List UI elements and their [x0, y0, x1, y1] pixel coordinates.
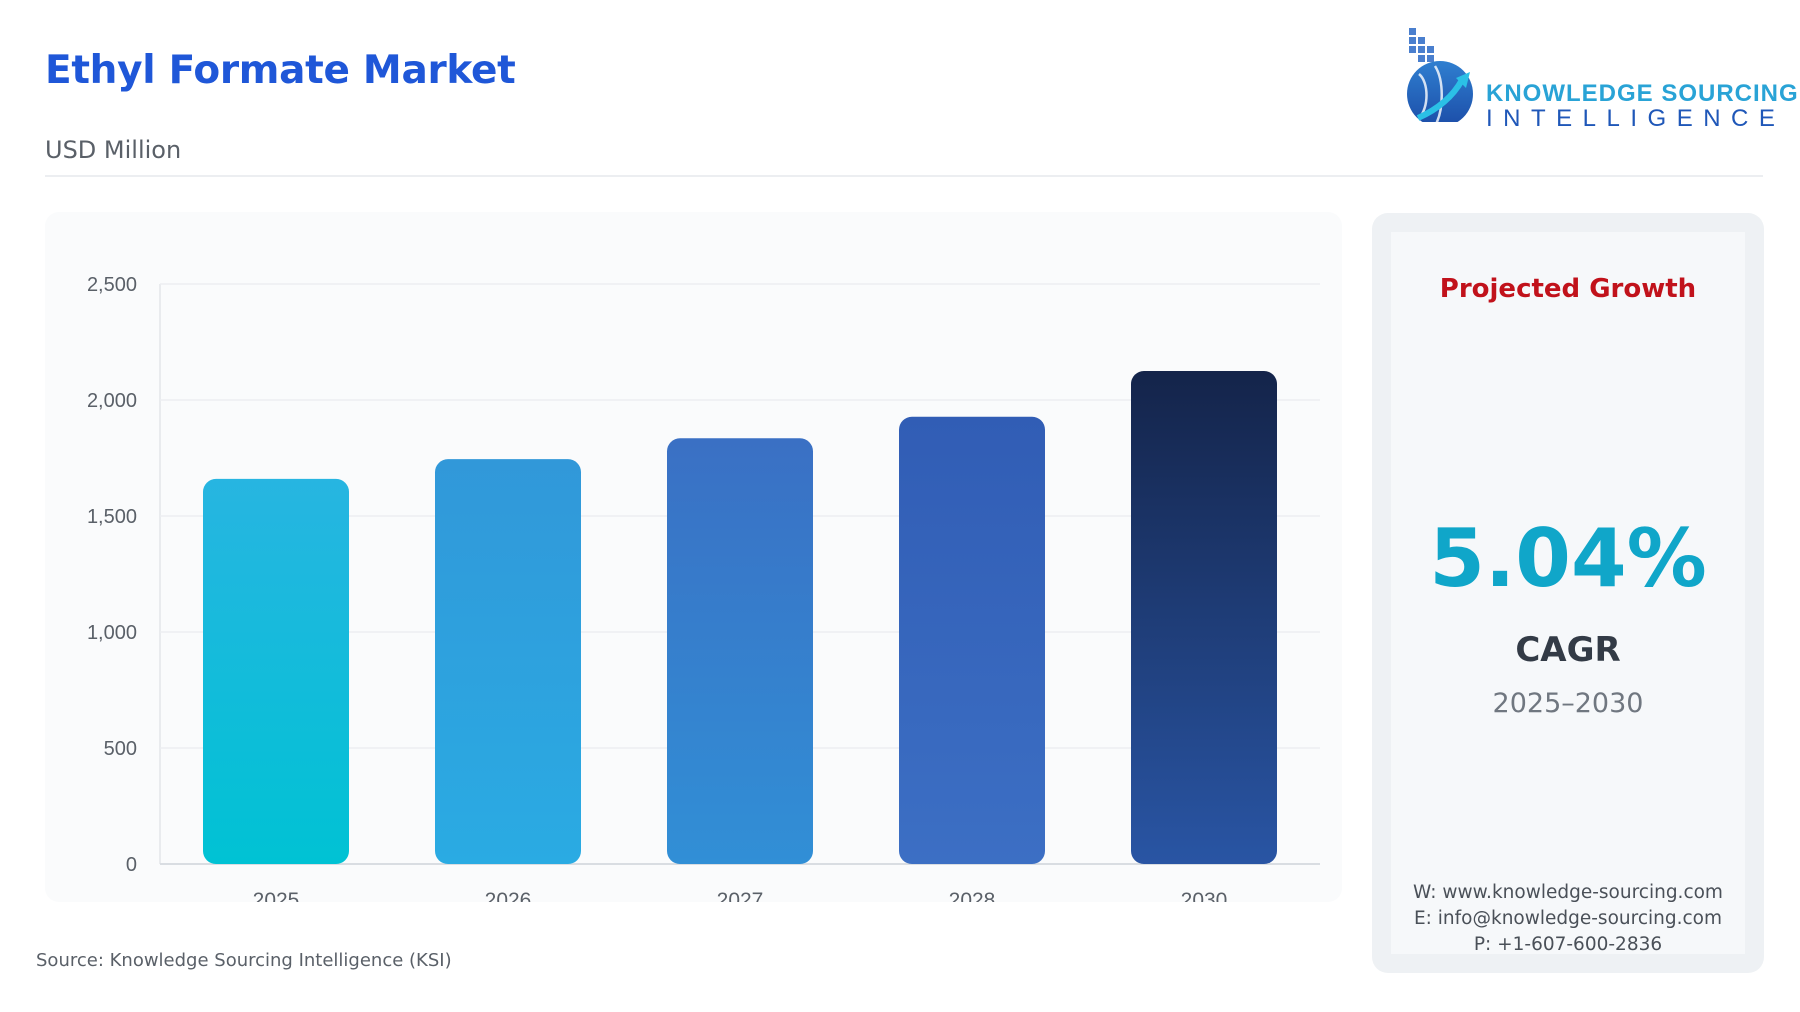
contact-email: E: info@knowledge-sourcing.com	[1413, 908, 1722, 929]
y-tick-label: 1,500	[87, 506, 137, 528]
projected-growth-panel: Projected Growth 5.04% CAGR 2025–2030 W:…	[1372, 213, 1764, 973]
contact-website: W: www.knowledge-sourcing.com	[1413, 882, 1723, 903]
logo-globe-icon	[1407, 28, 1473, 122]
contact-phone: P: +1-607-600-2836	[1473, 934, 1663, 955]
bar-2028	[899, 416, 1045, 864]
bar-2025	[203, 478, 349, 864]
chart-panel: 0 500 1,000 1,500 2,000 2,500 2025 2026 2027 202…	[45, 212, 1342, 902]
x-tick-label: 2025	[253, 889, 300, 902]
y-tick-label: 1,000	[87, 622, 137, 644]
bars	[203, 371, 1277, 864]
header-divider	[45, 175, 1763, 177]
company-logo: KNOWLEDGE SOURCING INTELLIGENCE	[1398, 22, 1798, 132]
y-tick-label: 0	[126, 854, 137, 876]
y-tick-label: 500	[104, 738, 137, 760]
logo-text-line1: KNOWLEDGE SOURCING	[1486, 80, 1799, 107]
page-title: Ethyl Formate Market	[45, 48, 516, 93]
cagr-period: 2025–2030	[1492, 688, 1644, 719]
cagr-value: 5.04%	[1429, 512, 1707, 605]
source-note: Source: Knowledge Sourcing Intelligence …	[36, 950, 452, 971]
x-tick-label: 2030	[1181, 889, 1228, 902]
x-tick-label: 2028	[949, 889, 996, 902]
y-tick-label: 2,000	[87, 390, 137, 412]
bar-2027	[667, 438, 813, 864]
unit-subtitle: USD Million	[45, 136, 182, 164]
logo-text-line2: INTELLIGENCE	[1486, 105, 1786, 132]
x-tick-label: 2027	[717, 889, 764, 902]
bar-2030	[1131, 371, 1277, 864]
cagr-label: CAGR	[1515, 630, 1621, 670]
projected-growth-title: Projected Growth	[1439, 274, 1697, 304]
x-axis-tick-labels: 2025 2026 2027 2028 2030	[253, 889, 1228, 902]
bar-2026	[435, 459, 581, 864]
x-tick-label: 2026	[485, 889, 532, 902]
y-axis-tick-labels: 0 500 1,000 1,500 2,000 2,500	[87, 274, 137, 876]
y-tick-label: 2,500	[87, 274, 137, 296]
